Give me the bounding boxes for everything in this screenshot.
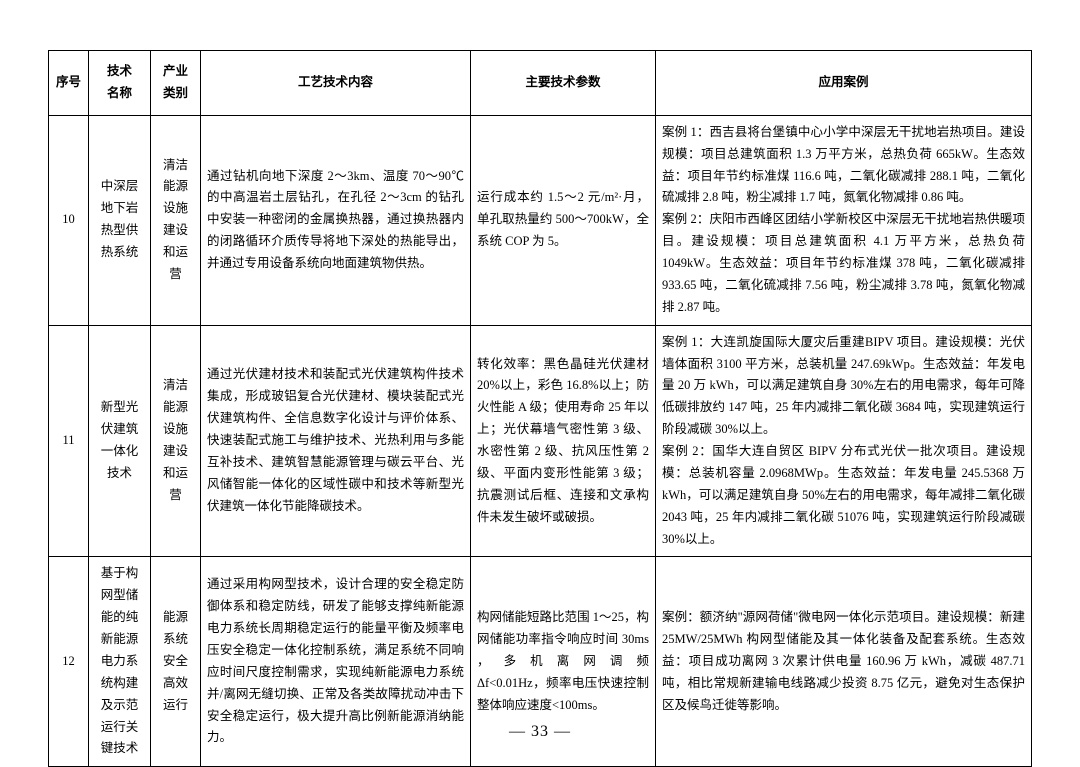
cell-category: 清洁能源设施建设和运营 (151, 115, 201, 325)
header-name: 技术 名称 (89, 51, 151, 116)
header-category: 产业 类别 (151, 51, 201, 116)
table-header-row: 序号 技术 名称 产业 类别 工艺技术内容 主要技术参数 应用案例 (49, 51, 1032, 116)
table-row: 11 新型光伏建筑一体化技术 清洁能源设施建设和运营 通过光伏建材技术和装配式光… (49, 325, 1032, 557)
header-seq: 序号 (49, 51, 89, 116)
header-param: 主要技术参数 (471, 51, 656, 116)
cell-param: 运行成本约 1.5～2 元/m²·月，单孔取热量约 500～700kW，全系统 … (471, 115, 656, 325)
cell-name: 中深层地下岩热型供热系统 (89, 115, 151, 325)
page-number: — 33 — (0, 723, 1080, 741)
header-case: 应用案例 (656, 51, 1032, 116)
cell-category: 清洁能源设施建设和运营 (151, 325, 201, 557)
technical-spec-table: 序号 技术 名称 产业 类别 工艺技术内容 主要技术参数 应用案例 10 中深层… (48, 50, 1032, 767)
cell-name: 新型光伏建筑一体化技术 (89, 325, 151, 557)
cell-seq: 10 (49, 115, 89, 325)
header-tech: 工艺技术内容 (201, 51, 471, 116)
table-row: 10 中深层地下岩热型供热系统 清洁能源设施建设和运营 通过钻机向地下深度 2～… (49, 115, 1032, 325)
cell-case: 案例 1：西吉县将台堡镇中心小学中深层无干扰地岩热项目。建设规模：项目总建筑面积… (656, 115, 1032, 325)
cell-tech-content: 通过钻机向地下深度 2～3km、温度 70～90℃的中高温岩土层钻孔，在孔径 2… (201, 115, 471, 325)
cell-seq: 11 (49, 325, 89, 557)
cell-tech-content: 通过光伏建材技术和装配式光伏建筑构件技术集成，形成玻铝复合光伏建材、模块装配式光… (201, 325, 471, 557)
cell-case: 案例 1：大连凯旋国际大厦灾后重建BIPV 项目。建设规模：光伏墙体面积 310… (656, 325, 1032, 557)
cell-param: 转化效率：黑色晶硅光伏建材 20%以上，彩色 16.8%以上；防火性能 A 级；… (471, 325, 656, 557)
